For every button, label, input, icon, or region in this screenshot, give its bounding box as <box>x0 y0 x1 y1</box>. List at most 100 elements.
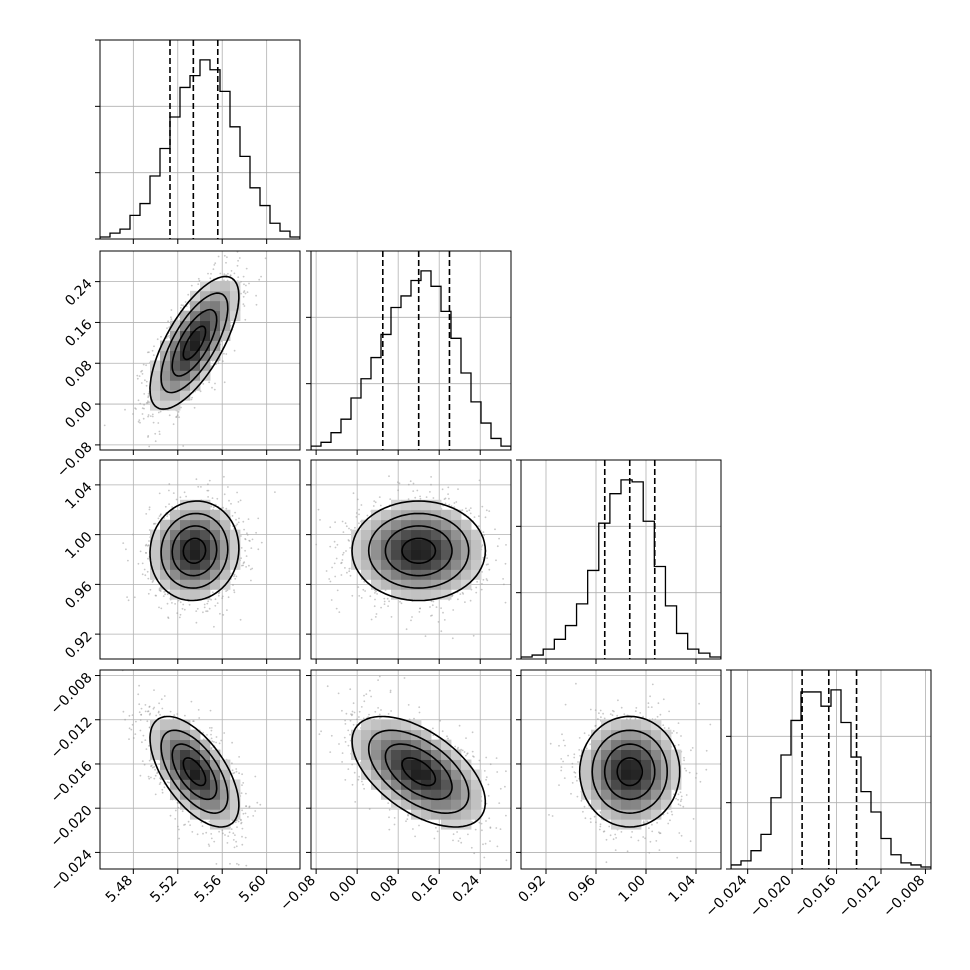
density-cell <box>381 579 392 590</box>
scatter-point <box>244 549 247 552</box>
density-cell <box>361 569 372 580</box>
panel-inner <box>521 460 721 659</box>
scatter-point <box>240 292 242 295</box>
scatter-point <box>255 303 258 306</box>
scatter-point <box>248 564 250 567</box>
scatter-point <box>158 492 161 495</box>
scatter-point <box>202 832 204 835</box>
scatter-point <box>330 599 333 601</box>
scatter-point <box>407 483 410 486</box>
density-cell <box>411 549 422 560</box>
density-cell <box>150 559 161 570</box>
density-cell <box>210 509 221 521</box>
scatter-point <box>486 579 489 582</box>
scatter-point <box>440 607 442 609</box>
density-cell <box>210 290 221 302</box>
scatter-point <box>196 607 199 610</box>
scatter-point <box>505 544 507 546</box>
density-cell <box>210 519 221 531</box>
scatter-point <box>207 489 210 492</box>
scatter-point <box>247 518 250 520</box>
scatter-point <box>240 535 242 537</box>
scatter-point <box>177 599 180 602</box>
scatter-point <box>389 498 392 500</box>
contour-3 <box>149 275 240 410</box>
scatter-point <box>198 717 201 719</box>
scatter-point <box>210 505 213 508</box>
density-cell <box>170 380 181 391</box>
scatter-point <box>431 604 434 607</box>
density-cell <box>421 559 432 570</box>
scatter-point <box>152 707 155 710</box>
density-cell <box>170 529 181 540</box>
scatter-point <box>494 528 496 531</box>
scatter-point <box>360 504 363 506</box>
density-cell <box>180 370 191 381</box>
scatter-point <box>246 534 249 536</box>
density-cell <box>371 509 382 521</box>
scatter-point <box>329 526 332 529</box>
y-tick-label-2: 0.08 <box>62 358 95 391</box>
scatter-point <box>227 272 229 275</box>
scatter-point <box>190 398 193 401</box>
scatter-point <box>356 498 359 501</box>
scatter-point <box>469 507 472 509</box>
scatter-point <box>132 533 135 536</box>
density-cell <box>170 589 181 600</box>
density-cell <box>421 539 432 550</box>
scatter-point <box>207 483 209 486</box>
scatter-point <box>244 292 247 295</box>
density-cell <box>170 539 181 550</box>
scatter-point <box>133 596 136 599</box>
density-cell <box>230 539 241 550</box>
scatter-point <box>335 557 338 560</box>
scatter-point <box>163 591 166 593</box>
scatter-point <box>495 559 497 562</box>
scatter-point <box>163 786 166 789</box>
scatter-point <box>357 586 360 588</box>
density-cell <box>220 509 231 521</box>
scatter-point <box>242 564 245 567</box>
scatter-point <box>168 326 171 329</box>
scatter-point <box>344 567 346 569</box>
scatter-point <box>443 498 446 500</box>
density-cell <box>431 579 442 590</box>
scatter-point <box>246 532 248 535</box>
density-cell <box>421 589 432 600</box>
density-cell <box>170 330 181 341</box>
density-cell <box>210 320 221 331</box>
density-cell <box>170 579 181 590</box>
scatter-point <box>153 345 155 348</box>
scatter-point <box>444 502 447 505</box>
density-cell <box>170 549 181 560</box>
scatter-point <box>397 481 399 484</box>
scatter-point <box>236 862 238 865</box>
scatter-point <box>257 548 260 551</box>
scatter-point <box>481 583 483 585</box>
density-cell <box>170 390 181 401</box>
scatter-point <box>358 522 360 525</box>
scatter-point <box>122 467 124 469</box>
scatter-point <box>176 612 179 614</box>
density-cell <box>471 549 482 560</box>
scatter-point <box>383 597 386 600</box>
scatter-point <box>161 791 164 794</box>
scatter-point <box>134 407 137 409</box>
scatter-point <box>487 563 489 566</box>
density-cell <box>431 549 442 560</box>
scatter-point <box>158 433 161 435</box>
density-cell <box>371 539 382 550</box>
density-cell <box>210 579 221 590</box>
scatter-point <box>189 824 192 826</box>
density-cell <box>371 569 382 580</box>
scatter-point <box>358 513 360 516</box>
scatter-point <box>223 475 225 478</box>
density-cell <box>471 529 482 540</box>
histogram-1 <box>311 270 511 450</box>
scatter-point <box>199 390 202 393</box>
scatter-point <box>340 561 343 564</box>
scatter-point <box>484 516 487 519</box>
density-cell <box>160 569 171 580</box>
scatter-point <box>225 261 227 264</box>
density-cell <box>401 499 412 511</box>
